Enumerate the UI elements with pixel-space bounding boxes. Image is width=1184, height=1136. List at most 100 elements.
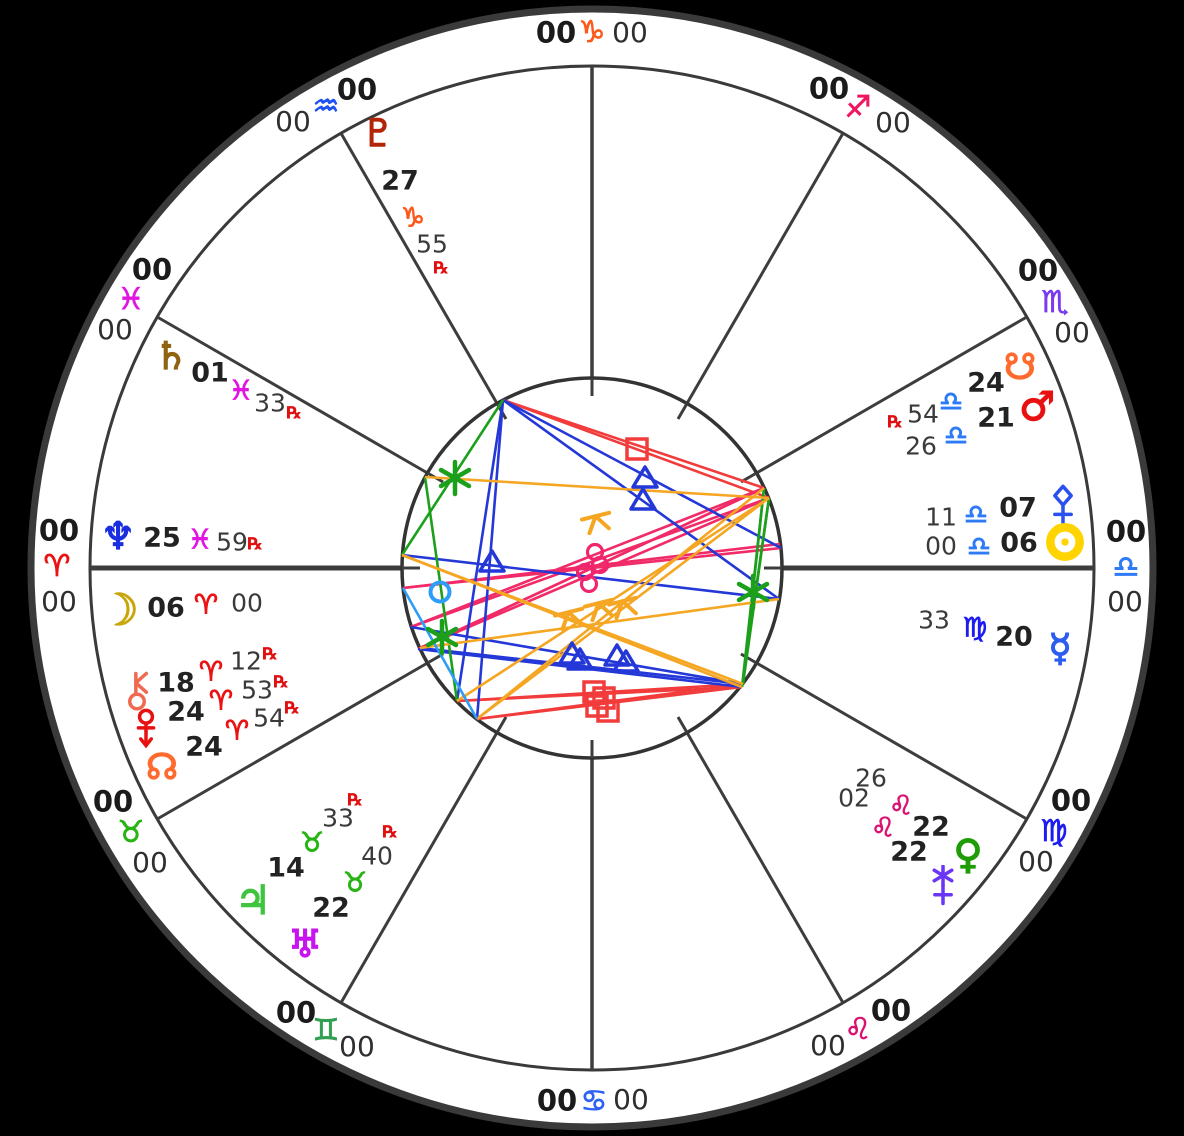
- neptune-degrees: 25: [143, 522, 181, 554]
- north-node-minutes: 54: [253, 703, 285, 733]
- north-node-icon: ☊: [145, 747, 178, 788]
- cusp-degree-cancer: 00: [536, 1083, 578, 1118]
- saturn-degrees: 01: [191, 357, 229, 389]
- chiron-icon: [123, 670, 151, 712]
- mercury-degrees: 20: [995, 621, 1033, 653]
- south-node-degrees: 24: [967, 367, 1005, 399]
- juno-degrees: 22: [890, 836, 928, 868]
- cusp-minutes-taurus: 00: [132, 846, 168, 879]
- neptune-sign-icon: ♓: [187, 524, 213, 556]
- aspect-line-pluto-south-node: [502, 398, 765, 490]
- aspect-glyph-quincunx: [552, 606, 585, 632]
- eris-sign-icon: ♈: [208, 685, 234, 717]
- mars-degrees: 21: [977, 402, 1015, 434]
- aries-sign-icon: ♈: [43, 549, 71, 584]
- aspect-line-neptune-juno: [401, 553, 743, 689]
- saturn-sign-icon: ♓: [228, 375, 254, 407]
- juno-icon: [929, 865, 957, 907]
- cusp-degree-scorpio: 00: [1017, 253, 1059, 288]
- aspect-glyph-triangle: [566, 647, 594, 671]
- cusp-degree-taurus: 00: [92, 784, 134, 819]
- cusp-degree-leo: 00: [870, 993, 912, 1028]
- aspect-glyph-sextile: [736, 573, 770, 611]
- aspect-glyph-sextile: [425, 618, 459, 656]
- eris-minutes: 53: [241, 675, 273, 705]
- libra-sign-icon: ♎: [1112, 550, 1140, 585]
- cusp-minutes-scorpio: 00: [1054, 316, 1090, 349]
- aspect-glyph-quincunx: [579, 510, 612, 536]
- house-cusp-line: [676, 716, 845, 1004]
- pallas-sign-icon: ♎: [963, 499, 989, 531]
- aspect-circle-tick: [676, 402, 689, 420]
- virgo-sign-icon: ♍: [1040, 814, 1068, 849]
- cusp-minutes-virgo: 00: [1018, 845, 1054, 878]
- sun-icon: [1043, 520, 1087, 564]
- uranus-sign-icon: ♉: [342, 867, 368, 899]
- uranus-degrees: 22: [312, 892, 350, 924]
- moon-minutes: 00: [231, 588, 263, 618]
- aspect-line-pluto-mars: [502, 398, 770, 500]
- aspect-glyph-square: [596, 699, 620, 723]
- neptune-minutes: 59: [216, 527, 248, 557]
- cusp-degree-pisces: 00: [131, 252, 173, 287]
- aspect-circle-tick: [740, 652, 758, 665]
- sun-minutes: 00: [925, 531, 957, 561]
- aspect-glyph-square: [592, 686, 616, 710]
- cusp-degree-virgo: 00: [1050, 783, 1092, 818]
- eris-retrograde-flag: ℞: [273, 672, 289, 693]
- aspect-glyph-ring: [579, 574, 599, 594]
- moon-sign-icon: ♈: [193, 589, 219, 621]
- saturn-icon: ♄: [153, 334, 189, 378]
- cusp-minutes-leo: 00: [810, 1029, 846, 1062]
- mercury-minutes: 33: [918, 605, 950, 635]
- venus-minutes: 26: [855, 763, 887, 793]
- aspect-glyph-ring: [590, 555, 610, 575]
- cusp-minutes-aquarius: 00: [275, 105, 311, 138]
- mercury-sign-icon: ♍: [962, 612, 988, 644]
- aspect-line-saturn-jupiter: [423, 476, 459, 702]
- house-cusp-line: [740, 652, 1028, 821]
- chiron-minutes: 12: [230, 646, 262, 676]
- aquarius-sign-icon: ♒: [312, 89, 340, 124]
- house-cusp-line: [339, 716, 508, 1004]
- pallas-minutes: 11: [925, 502, 957, 532]
- jupiter-retrograde-flag: ℞: [347, 790, 363, 811]
- aspect-glyph-ring-lg: [428, 580, 452, 604]
- aspect-line-eris-venus: [419, 646, 744, 686]
- cusp-degree-sagittarius: 00: [808, 71, 850, 106]
- leo-sign-icon: ♌: [844, 1012, 872, 1047]
- cusp-minutes-pisces: 00: [97, 313, 133, 346]
- mercury-icon: ☿: [1048, 626, 1073, 670]
- cusp-minutes-libra: 00: [1107, 585, 1143, 618]
- aspect-line-eris-mercury: [419, 597, 780, 650]
- aspect-glyph-square: [625, 437, 649, 461]
- venus-sign-icon: ♌: [888, 790, 914, 822]
- pluto-degrees: 27: [381, 165, 419, 197]
- aspect-circle-tick: [495, 716, 508, 734]
- pallas-degrees: 07: [999, 492, 1037, 524]
- cusp-minutes-sagittarius: 00: [875, 106, 911, 139]
- mars-icon: ♂: [1018, 384, 1055, 430]
- chiron-degrees: 18: [157, 667, 195, 699]
- aspect-line-pluto-uranus: [475, 399, 505, 720]
- aspect-glyph-sextile: [438, 459, 472, 497]
- jupiter-degrees: 14: [267, 852, 305, 884]
- cusp-minutes-aries: 00: [41, 585, 77, 618]
- jupiter-minutes: 33: [322, 803, 354, 833]
- aspect-glyphs: [425, 437, 770, 723]
- sagittarius-sign-icon: ♐: [844, 90, 872, 125]
- jupiter-icon: ♃: [234, 878, 271, 924]
- aspect-glyph-quincunx: [606, 595, 639, 621]
- neptune-retrograde-flag: ℞: [247, 534, 263, 555]
- sun-degrees: 06: [1000, 527, 1038, 559]
- aspect-line-uranus-mars: [476, 496, 770, 721]
- north-node-degrees: 24: [185, 731, 223, 763]
- house-cusp-line: [156, 315, 444, 484]
- scorpio-sign-icon: ♏: [1041, 285, 1069, 320]
- pluto-sign-icon: ♑: [400, 202, 426, 234]
- aspect-glyph-triangle: [629, 487, 657, 511]
- cusp-minutes-cancer: 00: [613, 1083, 649, 1116]
- gemini-sign-icon: ♊: [312, 1013, 340, 1048]
- pisces-sign-icon: ♓: [117, 282, 145, 317]
